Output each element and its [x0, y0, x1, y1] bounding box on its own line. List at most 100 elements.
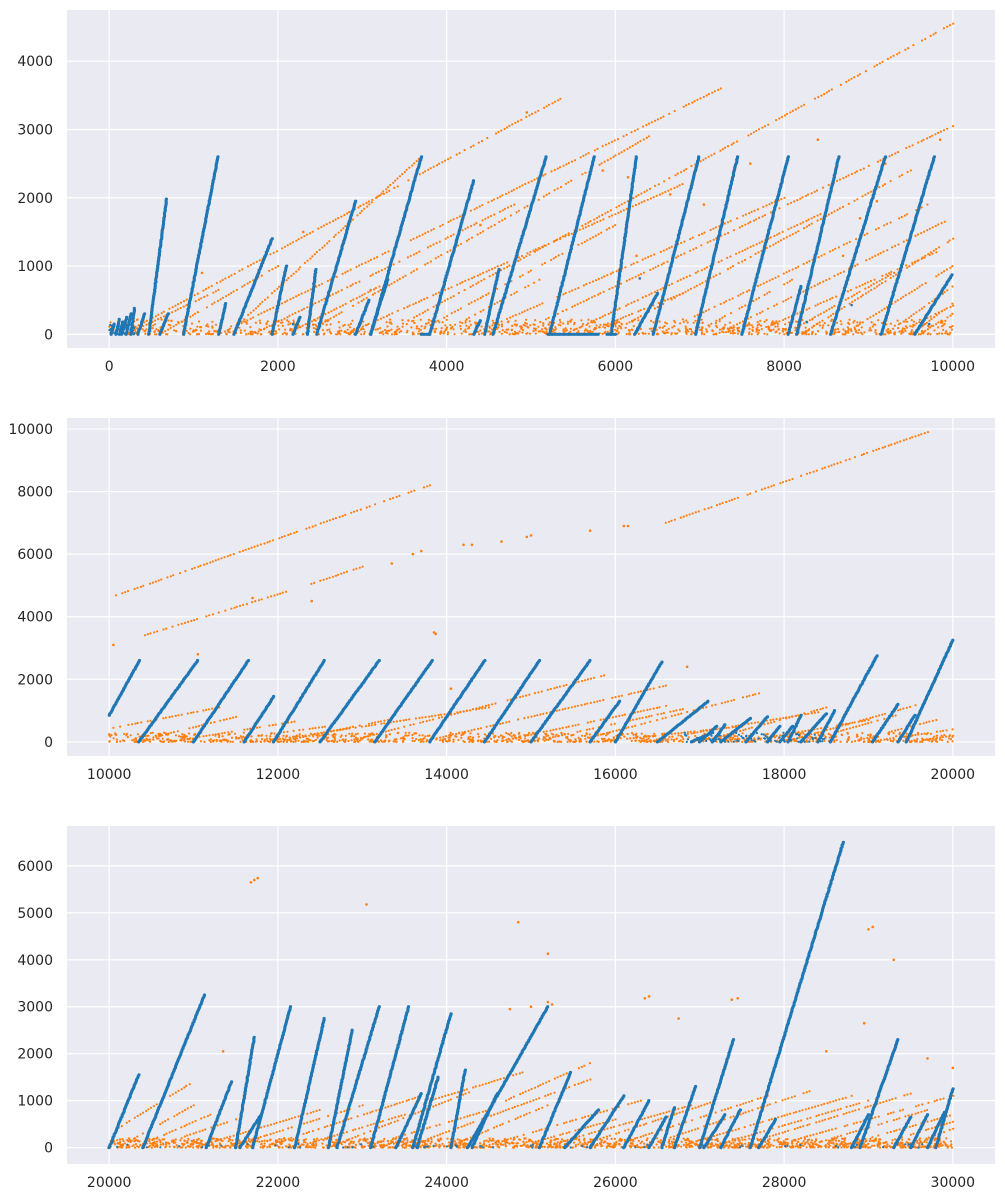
data-point — [630, 731, 634, 735]
data-point — [506, 265, 509, 269]
data-point — [246, 282, 249, 285]
data-point — [934, 31, 937, 34]
data-point — [718, 328, 722, 331]
data-point — [644, 257, 647, 260]
data-point — [811, 331, 814, 334]
data-point — [853, 76, 856, 79]
data-point — [533, 178, 536, 181]
data-point — [487, 216, 490, 219]
data-point — [779, 239, 783, 242]
data-point — [179, 301, 183, 304]
data-point — [497, 130, 500, 134]
data-point — [908, 292, 911, 295]
data-point — [787, 316, 790, 319]
data-point — [338, 326, 341, 329]
data-point — [926, 333, 929, 336]
data-point — [949, 266, 952, 269]
data-point — [313, 330, 316, 333]
data-point — [601, 213, 604, 217]
data-point — [636, 299, 640, 302]
data-point — [630, 312, 634, 315]
data-point — [289, 298, 292, 301]
data-point — [630, 131, 633, 134]
data-point — [664, 321, 667, 324]
data-point — [446, 331, 450, 334]
data-point — [473, 275, 476, 278]
data-point — [640, 201, 643, 204]
data-point — [326, 329, 329, 332]
data-point — [683, 240, 686, 243]
data-point — [876, 160, 880, 163]
data-point — [700, 331, 704, 334]
data-point — [760, 328, 763, 331]
data-point — [703, 333, 706, 336]
data-point — [477, 330, 480, 333]
data-point — [370, 201, 373, 204]
data-point — [758, 311, 762, 315]
data-point — [808, 328, 811, 331]
data-point — [363, 332, 366, 336]
data-point — [619, 325, 622, 328]
data-point — [640, 273, 643, 276]
data-point — [610, 140, 614, 143]
data-point — [884, 333, 887, 336]
data-point — [359, 212, 362, 215]
data-point — [769, 236, 772, 239]
data-point — [906, 320, 909, 323]
data-point — [521, 331, 524, 334]
data-point — [866, 317, 869, 321]
data-point — [712, 275, 715, 278]
data-point — [648, 327, 652, 330]
data-point — [946, 316, 949, 319]
data-point — [400, 330, 403, 333]
data-point — [680, 171, 683, 174]
data-point — [558, 318, 562, 322]
data-point — [668, 284, 671, 287]
data-point — [818, 321, 821, 324]
data-point — [341, 272, 344, 275]
data-point — [661, 326, 665, 329]
data-point — [190, 322, 194, 325]
data-point — [584, 223, 587, 226]
data-point — [623, 201, 626, 204]
data-point — [550, 258, 553, 262]
data-point — [268, 324, 271, 327]
data-point — [524, 286, 527, 289]
data-point — [606, 274, 609, 277]
data-point — [631, 205, 634, 208]
data-point — [674, 174, 677, 177]
data-point — [759, 283, 762, 286]
data-point — [679, 322, 682, 325]
data-point — [682, 277, 685, 280]
data-point — [602, 290, 605, 293]
data-point — [421, 233, 424, 236]
data-point — [598, 326, 601, 329]
data-point — [889, 56, 892, 59]
data-point — [937, 326, 940, 329]
data-point — [515, 187, 519, 190]
data-point — [352, 329, 355, 332]
data-point — [352, 304, 355, 307]
data-point — [464, 227, 467, 230]
data-point — [910, 314, 913, 318]
data-point — [287, 277, 290, 280]
data-point — [655, 194, 658, 197]
data-point — [525, 111, 529, 114]
data-point — [811, 326, 814, 329]
data-point — [948, 326, 952, 329]
data-point — [268, 269, 271, 272]
data-point — [912, 320, 916, 323]
data-point — [449, 327, 452, 330]
data-point — [185, 329, 188, 332]
data-point — [583, 240, 587, 243]
data-point — [892, 54, 895, 57]
data-point — [746, 324, 750, 327]
data-point — [593, 149, 597, 152]
data-point — [762, 205, 765, 208]
data-point — [301, 230, 305, 234]
data-point — [816, 303, 819, 306]
data-point — [877, 253, 880, 256]
data-point — [470, 333, 473, 336]
data-point — [322, 224, 325, 227]
data-point — [640, 192, 643, 195]
